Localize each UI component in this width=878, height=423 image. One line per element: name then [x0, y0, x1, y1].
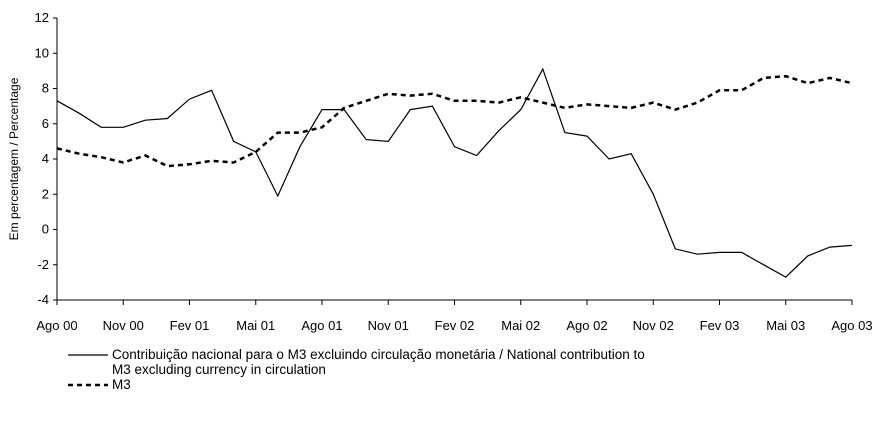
y-tick-label: 4: [42, 151, 49, 166]
x-tick-label: Nov 00: [103, 318, 144, 333]
legend: Contribuição nacional para o M3 excluind…: [60, 347, 652, 392]
x-tick-label: Mai 01: [236, 318, 275, 333]
y-tick-label: -2: [37, 257, 49, 272]
y-tick-label: 10: [35, 45, 49, 60]
x-tick-label: Fev 01: [170, 318, 210, 333]
y-axis-label: Em percentagem / Percentage: [7, 77, 21, 240]
legend-label: Contribuição nacional para o M3 excluind…: [112, 347, 645, 377]
series-line: [56, 74, 853, 168]
legend-item: M3: [60, 377, 652, 392]
x-tick-label: Ago 02: [566, 318, 607, 333]
x-tick-label: Nov 01: [368, 318, 409, 333]
x-tick-label: Mai 02: [501, 318, 540, 333]
legend-label: M3: [112, 377, 131, 392]
legend-item: Contribuição nacional para o M3 excluind…: [60, 347, 652, 377]
series-line: [56, 67, 853, 278]
legend-swatch: [68, 354, 108, 356]
x-tick-label: Ago 01: [301, 318, 342, 333]
y-tick-label: 2: [42, 186, 49, 201]
y-tick-label: -4: [37, 292, 49, 307]
legend-swatch: [68, 383, 108, 387]
x-tick-label: Mai 03: [766, 318, 805, 333]
y-tick-label: 6: [42, 116, 49, 131]
y-tick-label: 12: [35, 10, 49, 25]
x-tick-label: Fev 02: [435, 318, 475, 333]
y-tick-label: 8: [42, 81, 49, 96]
y-tick-label: 0: [42, 222, 49, 237]
x-tick-label: Ago 03: [831, 318, 872, 333]
x-tick-label: Fev 03: [700, 318, 740, 333]
x-tick-label: Ago 00: [36, 318, 77, 333]
chart: Em percentagem / Percentage -4 -2 0 2 4 6 8 10 1…: [7, 10, 873, 333]
x-tick-label: Nov 02: [633, 318, 674, 333]
